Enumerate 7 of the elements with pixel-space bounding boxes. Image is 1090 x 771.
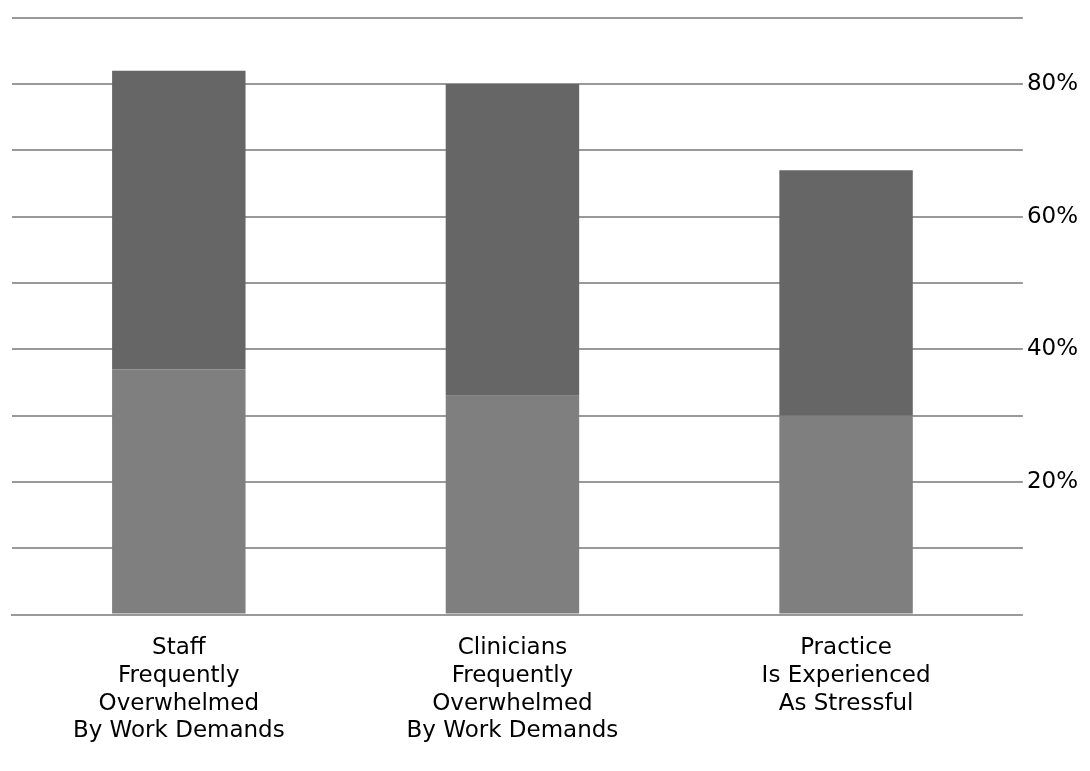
y-tick-label: 20% <box>1026 466 1078 493</box>
y-tick-label: 80% <box>1026 69 1078 96</box>
y-tick-label: 40% <box>1026 334 1078 361</box>
x-tick-label: Clinicians Frequently Overwhelmed By Work Demands <box>406 633 619 743</box>
x-tick-label: Practice Is Experienced As Stressful <box>761 633 931 715</box>
x-tick-label: Staff Frequently Overwhelmed By Work Demands <box>72 633 285 743</box>
y-tick-label: 60% <box>1026 201 1078 228</box>
